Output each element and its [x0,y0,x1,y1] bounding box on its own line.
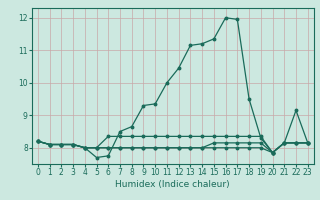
X-axis label: Humidex (Indice chaleur): Humidex (Indice chaleur) [116,180,230,189]
